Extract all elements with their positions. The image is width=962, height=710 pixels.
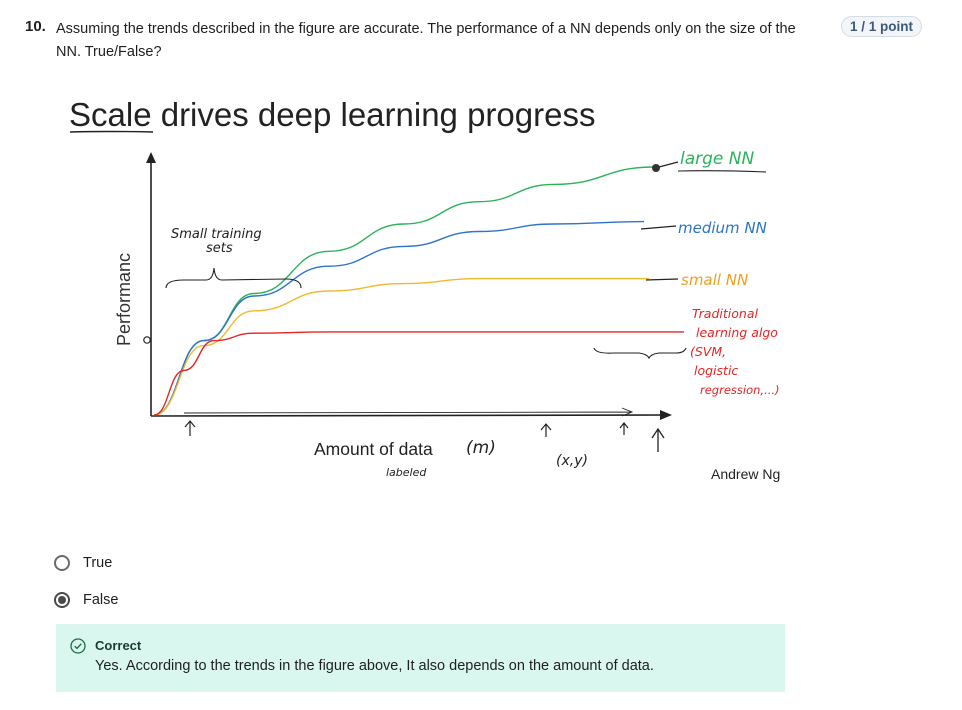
large-nn-dot — [652, 164, 660, 172]
feedback-panel: Correct Yes. According to the trends in … — [56, 624, 785, 692]
x-axis-arrow-small — [619, 422, 629, 435]
radio-true[interactable] — [54, 555, 70, 571]
large-nn-underline — [677, 170, 767, 173]
x-axis-arrow-large — [651, 427, 665, 452]
option-true[interactable]: True — [54, 552, 112, 574]
y-axis-label: Performanc — [114, 253, 134, 346]
traditional-label-line-4: logistic — [694, 363, 738, 378]
series-medium-nn-line — [153, 220, 645, 416]
small-nn-connector — [645, 278, 679, 281]
series-large-nn-line — [153, 166, 655, 416]
option-true-label: True — [83, 555, 113, 571]
y-axis-mark — [143, 336, 151, 344]
small-nn-label: small NN — [681, 271, 748, 289]
x-axis-label: Amount of data — [314, 439, 433, 459]
traditional-label-line-2: learning algo — [696, 325, 778, 340]
radio-false[interactable] — [54, 592, 70, 608]
traditional-label-line-5: regression,...) — [700, 383, 780, 397]
small-training-sets-line-2: sets — [206, 241, 233, 256]
check-circle-icon — [70, 638, 86, 654]
option-false[interactable]: False — [54, 589, 118, 611]
x-axis — [150, 414, 669, 417]
figure: Scale drives deep learning progress Perf… — [56, 88, 796, 498]
m-annotation: (m) — [466, 438, 496, 458]
labeled-annotation: labeled — [386, 466, 427, 479]
question-text: Assuming the trends described in the fig… — [56, 21, 796, 60]
small-training-sets-line-1: Small training — [171, 227, 262, 242]
traditional-label-line-1: Traditional — [692, 306, 758, 321]
feedback-title: Correct — [95, 638, 142, 653]
series-traditional-line — [153, 331, 684, 416]
y-axis-arrow — [146, 152, 156, 163]
medium-nn-label: medium NN — [678, 219, 767, 237]
xy-annotation: (x,y) — [556, 453, 588, 469]
question-number: 10. — [25, 18, 46, 35]
figure-title: Scale drives deep learning progress — [69, 96, 595, 133]
small-data-arrow — [184, 420, 196, 436]
series-small-nn-line — [153, 277, 649, 416]
credit: Andrew Ng — [711, 466, 780, 482]
feedback-text: Yes. According to the trends in the figu… — [95, 658, 654, 674]
x-axis-arrow — [660, 410, 672, 420]
curves — [153, 166, 684, 416]
data-range-arrow — [183, 407, 634, 417]
small-training-sets-bracket — [165, 267, 302, 289]
xy-arrow — [540, 423, 552, 437]
traditional-bracket — [593, 347, 687, 360]
traditional-label-line-3: (SVM, — [690, 344, 726, 359]
title-underline — [69, 130, 154, 133]
chart-figure: Scale drives deep learning progress Perf… — [69, 96, 780, 482]
points-badge: 1 / 1 point — [840, 16, 922, 37]
large-nn-label: large NN — [680, 149, 755, 169]
large-nn-connector — [658, 161, 679, 168]
option-false-label: False — [83, 592, 119, 608]
medium-nn-connector — [640, 225, 677, 230]
